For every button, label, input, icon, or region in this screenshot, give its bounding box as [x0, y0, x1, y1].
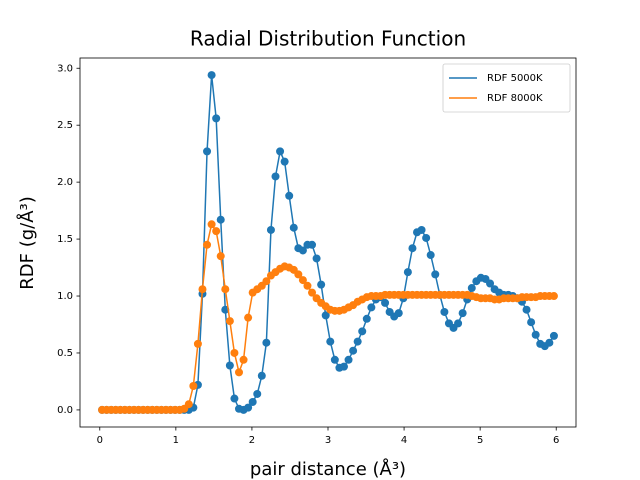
- y-tick-label: 2.0: [57, 177, 73, 188]
- data-point: [203, 240, 212, 249]
- data-point: [285, 191, 294, 200]
- plot-frame: [79, 57, 577, 428]
- legend-label: RDF 5000K: [487, 73, 543, 84]
- y-tick-label: 0.0: [57, 405, 73, 416]
- data-point: [203, 147, 212, 156]
- data-point: [207, 71, 216, 80]
- data-point: [522, 305, 531, 314]
- data-point: [358, 327, 367, 336]
- data-point: [225, 361, 234, 370]
- x-tick-label: 1: [173, 435, 179, 446]
- data-point: [262, 277, 271, 286]
- data-point: [353, 337, 362, 346]
- data-point: [440, 307, 449, 316]
- data-point: [317, 280, 326, 289]
- x-tick-label: 6: [553, 435, 559, 446]
- data-point: [458, 309, 467, 318]
- x-tick-label: 5: [477, 435, 483, 446]
- data-point: [349, 346, 358, 355]
- data-point: [545, 338, 554, 347]
- data-point: [289, 223, 298, 232]
- data-point: [280, 157, 289, 166]
- data-point: [527, 318, 536, 327]
- data-point: [381, 298, 390, 307]
- data-point: [321, 311, 330, 320]
- y-axis-label: RDF (g/Å³): [16, 196, 38, 290]
- data-point: [216, 215, 225, 224]
- data-point: [294, 270, 303, 279]
- data-point: [234, 368, 243, 377]
- data-point: [549, 331, 558, 340]
- data-point: [454, 319, 463, 328]
- x-tick-label: 0: [97, 435, 103, 446]
- data-point: [212, 227, 221, 236]
- data-point: [467, 284, 476, 293]
- data-point: [253, 389, 262, 398]
- data-point: [298, 246, 307, 255]
- data-point: [221, 285, 230, 294]
- legend-label: RDF 8000K: [487, 93, 543, 104]
- data-point: [266, 225, 275, 234]
- data-point: [417, 225, 426, 234]
- data-point: [239, 355, 248, 364]
- legend-box: [442, 63, 571, 113]
- data-point: [531, 330, 540, 339]
- data-point: [207, 220, 216, 229]
- y-tick-label: 1.0: [57, 291, 73, 302]
- data-point: [216, 252, 225, 261]
- data-point: [549, 292, 558, 301]
- data-point: [422, 233, 431, 242]
- data-point: [431, 270, 440, 279]
- data-point: [298, 276, 307, 285]
- y-tick-label: 0.5: [57, 348, 73, 359]
- y-tick-label: 3.0: [57, 63, 73, 74]
- data-point: [276, 147, 285, 156]
- data-point: [339, 362, 348, 371]
- data-point: [330, 355, 339, 364]
- x-tick-label: 4: [401, 435, 407, 446]
- data-point: [326, 337, 335, 346]
- data-point: [244, 313, 253, 322]
- data-point: [225, 317, 234, 326]
- data-point: [308, 288, 317, 297]
- chart-title: Radial Distribution Function: [190, 27, 466, 51]
- x-tick-label: 3: [325, 435, 331, 446]
- y-tick-label: 1.5: [57, 234, 73, 245]
- data-point: [189, 382, 198, 390]
- x-axis-label: pair distance (Å³): [250, 458, 406, 480]
- x-tick-label: 2: [249, 435, 255, 446]
- data-point: [198, 285, 207, 294]
- series-line: [102, 75, 555, 411]
- data-point: [271, 172, 280, 181]
- data-point: [193, 339, 202, 348]
- data-point: [184, 400, 193, 409]
- data-point: [308, 240, 317, 249]
- data-point: [367, 303, 376, 312]
- data-point: [312, 254, 321, 263]
- data-point: [262, 338, 271, 347]
- data-point: [426, 251, 435, 260]
- data-point: [344, 355, 353, 364]
- data-point: [362, 314, 371, 323]
- data-point: [248, 397, 257, 406]
- data-point: [230, 394, 239, 403]
- data-point: [408, 244, 417, 253]
- data-point: [257, 371, 266, 380]
- data-point: [244, 403, 253, 412]
- data-point: [230, 348, 239, 357]
- data-point: [212, 114, 221, 123]
- y-tick-label: 2.5: [57, 120, 73, 131]
- data-point: [403, 268, 412, 277]
- data-point: [394, 309, 403, 318]
- data-point: [303, 281, 312, 290]
- data-point: [486, 279, 495, 288]
